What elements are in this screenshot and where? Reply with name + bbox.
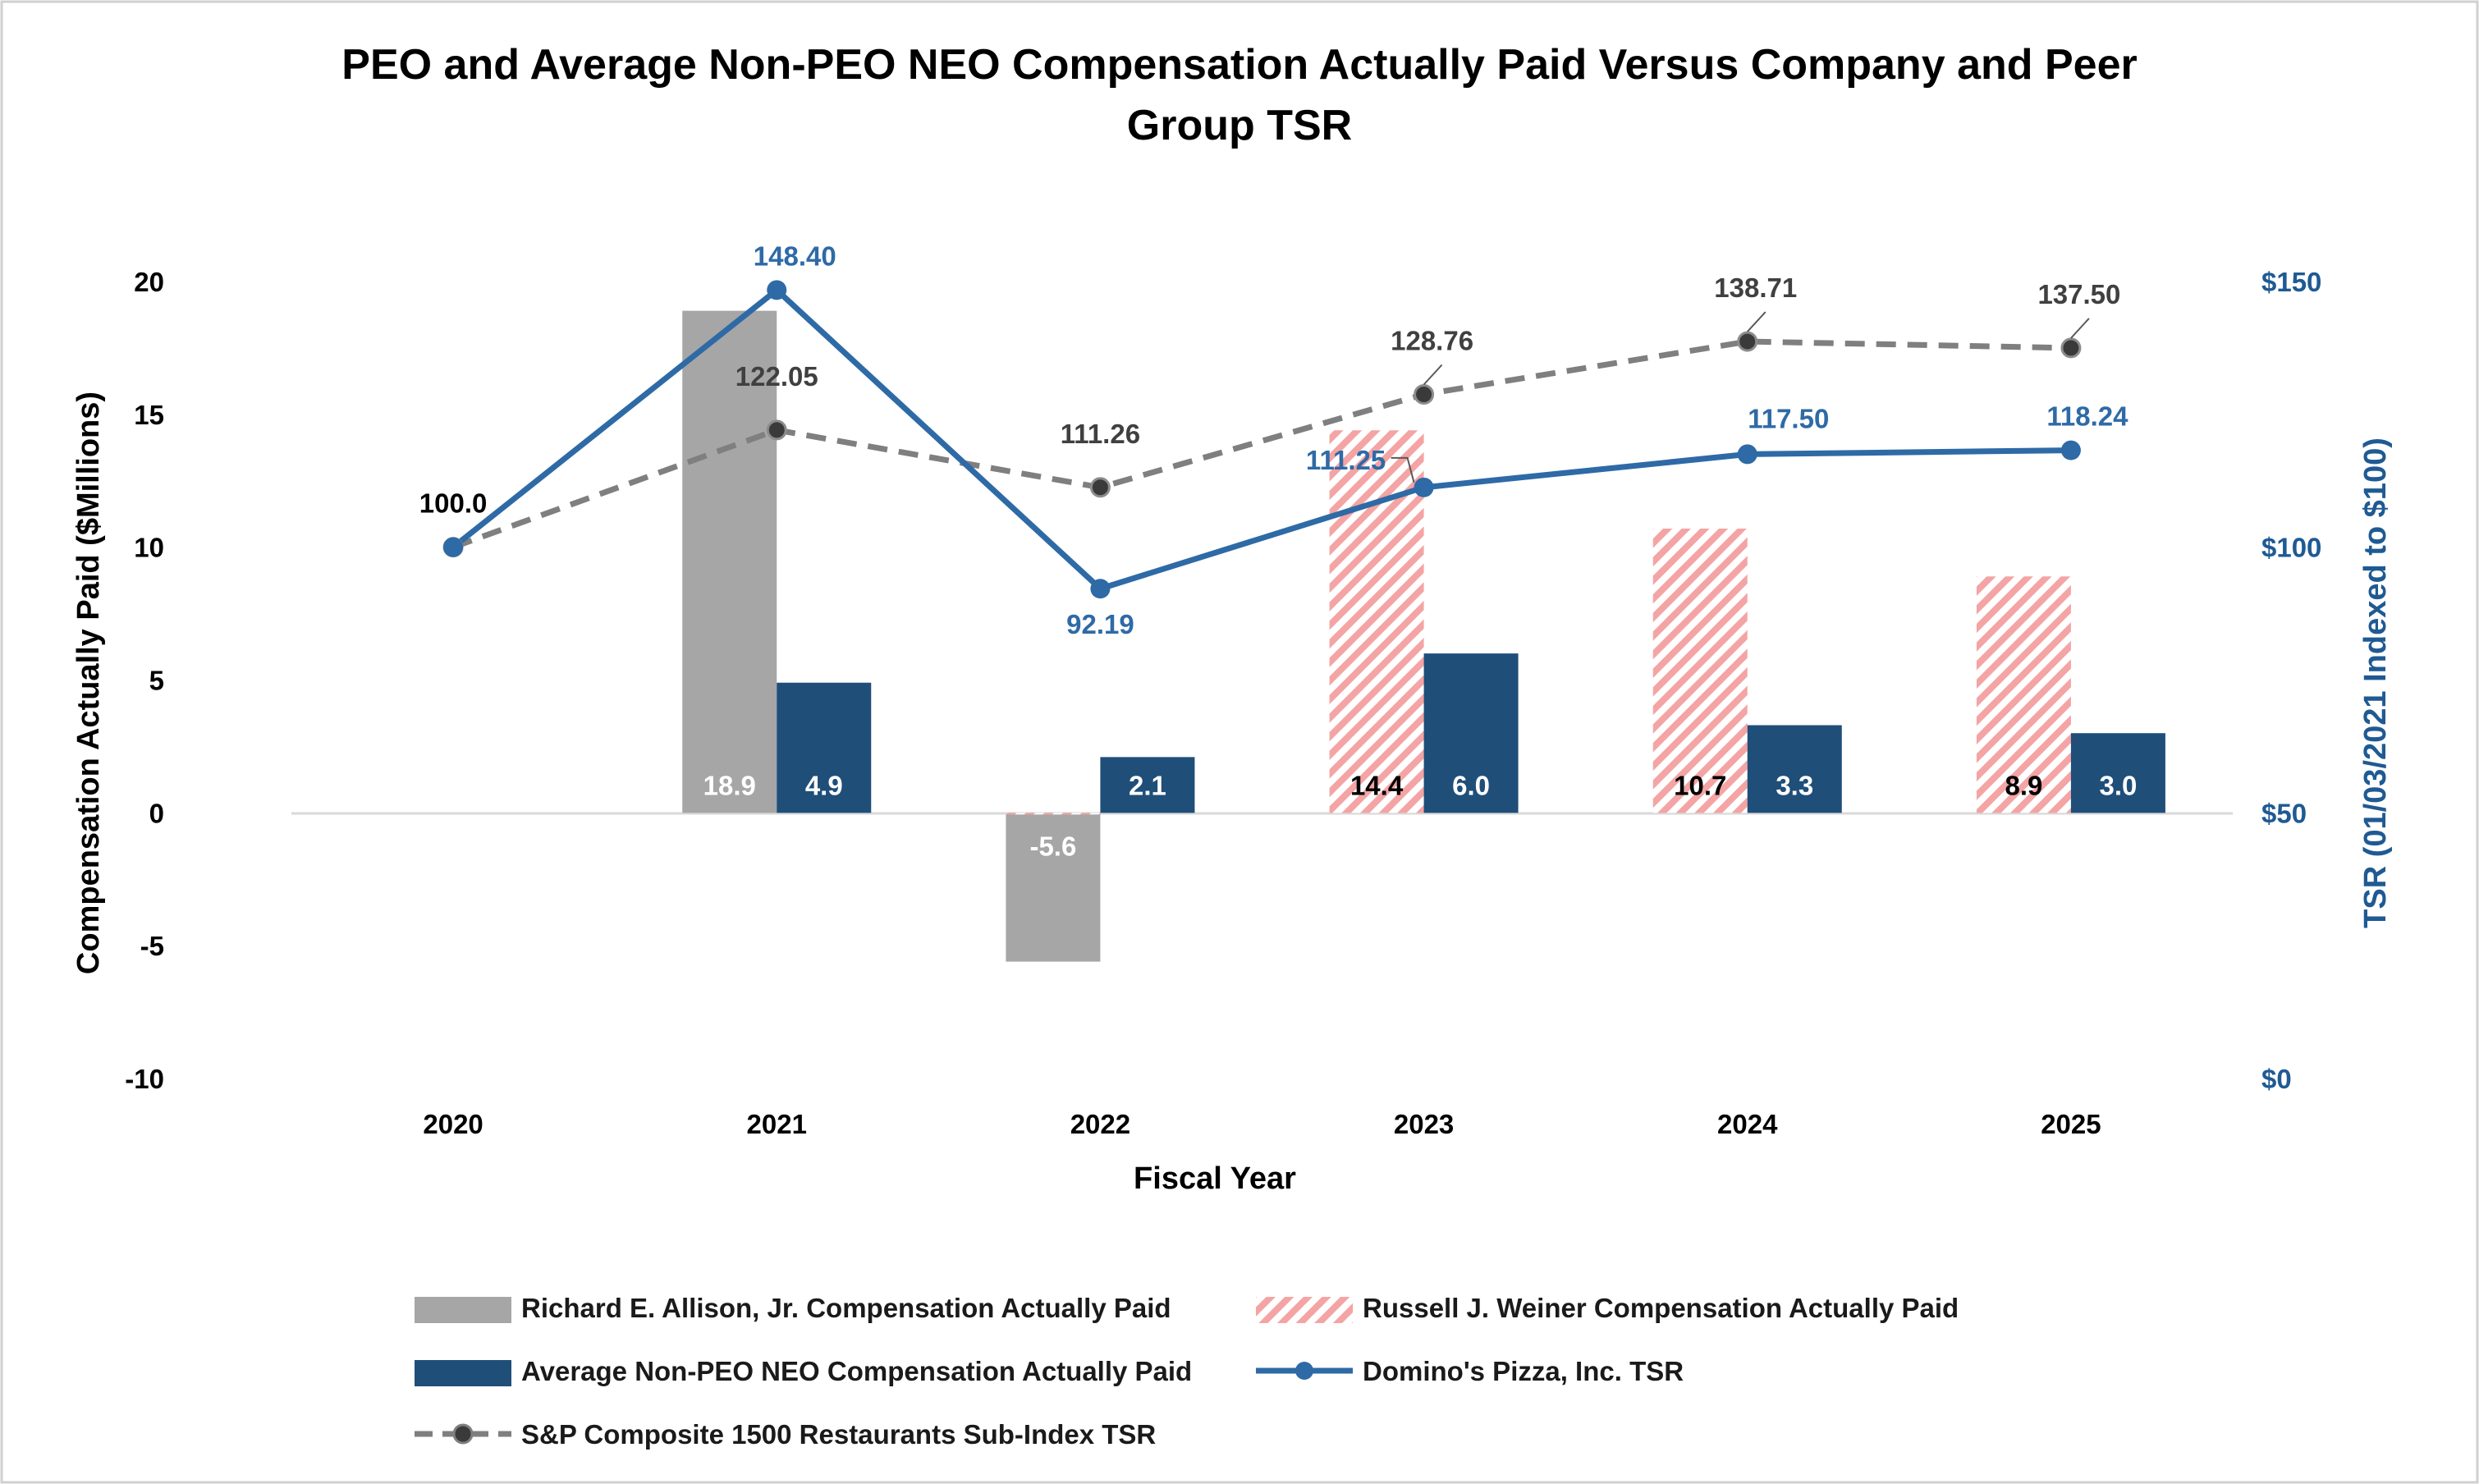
legend-label-sp1500: S&P Composite 1500 Restaurants Sub-Index… bbox=[521, 1419, 1156, 1450]
line-dominos-tsr bbox=[451, 286, 2071, 592]
y-axis-right-title: TSR (01/03/2021 Indexed to $100) bbox=[2358, 437, 2393, 928]
y-right-tick-label: $100 bbox=[2261, 533, 2321, 563]
marker-dominos-tsr bbox=[1414, 477, 1434, 497]
marker-sp1500-tsr bbox=[2060, 337, 2082, 359]
sp1500-tsr-label: 128.76 bbox=[1391, 325, 1473, 355]
chart-title-line-2: Group TSR bbox=[1127, 102, 1352, 149]
marker-dominos-tsr bbox=[767, 280, 787, 300]
bar-non-peo-label: 4.9 bbox=[805, 770, 843, 800]
label-leader-line bbox=[1423, 364, 1443, 386]
bar-weiner bbox=[1329, 430, 1424, 813]
legend: Richard E. Allison, Jr. Compensation Act… bbox=[415, 1293, 1959, 1450]
x-axis: 2020 2021 2022 2023 2024 2025 bbox=[423, 1109, 2101, 1139]
x-tick-label: 2021 bbox=[747, 1109, 807, 1139]
marker-dominos-tsr bbox=[2060, 440, 2081, 460]
marker-sp1500-tsr bbox=[1414, 383, 1435, 405]
bar-weiner bbox=[1976, 576, 2071, 813]
y-left-tick-label: 5 bbox=[149, 666, 164, 696]
legend-swatch-sp1500-marker bbox=[452, 1423, 474, 1445]
bar-allison-label: -5.6 bbox=[1029, 831, 1076, 861]
y-axis-left-title: Compensation Actually Paid ($Millions) bbox=[71, 392, 106, 974]
bar-non-peo bbox=[1747, 725, 1842, 813]
bar-non-peo bbox=[2070, 733, 2165, 813]
lines-layer bbox=[442, 280, 2082, 599]
bar-weiner-label: 14.4 bbox=[1350, 770, 1404, 800]
data-labels-layer: 18.9 -5.6 14.4 10.7 8.9 4.9 2.1 6.0 3.3 3.0 100.0 1… bbox=[419, 240, 2138, 861]
bar-non-peo-label: 3.3 bbox=[1776, 770, 1813, 800]
bar-non-peo bbox=[1100, 757, 1195, 813]
dominos-tsr-label: 111.25 bbox=[1306, 445, 1386, 475]
dominos-tsr-label: 117.50 bbox=[1748, 403, 1829, 433]
sp1500-tsr-label: 122.05 bbox=[735, 361, 818, 392]
marker-dominos-tsr bbox=[1737, 444, 1757, 465]
y-left-tick-label: 10 bbox=[134, 533, 164, 563]
x-axis-title: Fiscal Year bbox=[1134, 1161, 1296, 1196]
y-left-tick-label: -5 bbox=[140, 931, 164, 961]
x-tick-label: 2024 bbox=[1717, 1109, 1778, 1139]
y-left-tick-label: -10 bbox=[125, 1064, 164, 1094]
bar-non-peo-label: 3.0 bbox=[2099, 770, 2137, 800]
marker-sp1500-tsr bbox=[766, 419, 787, 441]
y-axis-left: 20 15 10 5 0 -5 -10 bbox=[125, 267, 164, 1094]
legend-swatch-dominos-marker bbox=[1295, 1362, 1313, 1380]
sp1500-tsr-label: 100.0 bbox=[419, 488, 488, 519]
legend-label-allison: Richard E. Allison, Jr. Compensation Act… bbox=[521, 1293, 1171, 1323]
bar-allison bbox=[682, 310, 777, 813]
marker-sp1500-tsr bbox=[1089, 477, 1111, 498]
marker-dominos-tsr bbox=[1090, 579, 1111, 599]
label-leader-line bbox=[1747, 311, 1766, 332]
sp1500-tsr-label: 137.50 bbox=[2037, 279, 2120, 309]
bar-weiner bbox=[1006, 813, 1101, 815]
bar-weiner-label: 10.7 bbox=[1674, 770, 1726, 800]
legend-label-non-peo: Average Non-PEO NEO Compensation Actuall… bbox=[521, 1356, 1192, 1386]
dominos-tsr-label: 92.19 bbox=[1066, 609, 1134, 639]
y-left-tick-label: 20 bbox=[134, 267, 164, 297]
bar-non-peo-label: 6.0 bbox=[1452, 770, 1490, 800]
x-tick-label: 2022 bbox=[1070, 1109, 1130, 1139]
y-left-tick-label: 0 bbox=[149, 798, 164, 828]
label-leader-line bbox=[1391, 456, 1415, 483]
legend-label-dominos: Domino's Pizza, Inc. TSR bbox=[1363, 1356, 1684, 1386]
marker-dominos-tsr bbox=[443, 537, 464, 557]
bar-non-peo bbox=[777, 682, 872, 813]
marker-sp1500-tsr bbox=[1737, 331, 1758, 352]
line-sp1500-tsr bbox=[451, 338, 2071, 550]
bar-weiner bbox=[1652, 529, 1748, 813]
bar-weiner-label: 8.9 bbox=[2005, 770, 2042, 800]
bar-allison bbox=[1006, 813, 1101, 962]
bar-non-peo bbox=[1423, 653, 1519, 813]
sp1500-tsr-label: 138.71 bbox=[1714, 273, 1797, 303]
label-leader-line bbox=[2070, 318, 2090, 339]
sp1500-tsr-label: 111.26 bbox=[1061, 419, 1140, 449]
legend-label-weiner: Russell J. Weiner Compensation Actually … bbox=[1363, 1293, 1959, 1323]
y-left-tick-label: 15 bbox=[134, 400, 164, 430]
bar-non-peo-label: 2.1 bbox=[1129, 770, 1166, 800]
legend-swatch-non-peo bbox=[415, 1360, 511, 1386]
legend-swatch-allison bbox=[415, 1297, 511, 1323]
dominos-tsr-label: 148.40 bbox=[754, 240, 836, 271]
x-tick-label: 2020 bbox=[423, 1109, 483, 1139]
bars-layer bbox=[682, 310, 2165, 962]
y-right-tick-label: $50 bbox=[2261, 798, 2307, 828]
legend-swatch-weiner bbox=[1256, 1297, 1353, 1323]
dominos-tsr-label: 118.24 bbox=[2046, 401, 2128, 432]
y-axis-right: $150 $100 $50 $0 bbox=[2261, 267, 2321, 1094]
y-right-tick-label: $150 bbox=[2261, 267, 2321, 297]
y-right-tick-label: $0 bbox=[2261, 1064, 2292, 1094]
x-tick-label: 2025 bbox=[2041, 1109, 2101, 1139]
x-tick-label: 2023 bbox=[1394, 1109, 1454, 1139]
bar-allison-label: 18.9 bbox=[703, 770, 756, 800]
chart-title-line-1: PEO and Average Non-PEO NEO Compensation… bbox=[341, 41, 2137, 89]
